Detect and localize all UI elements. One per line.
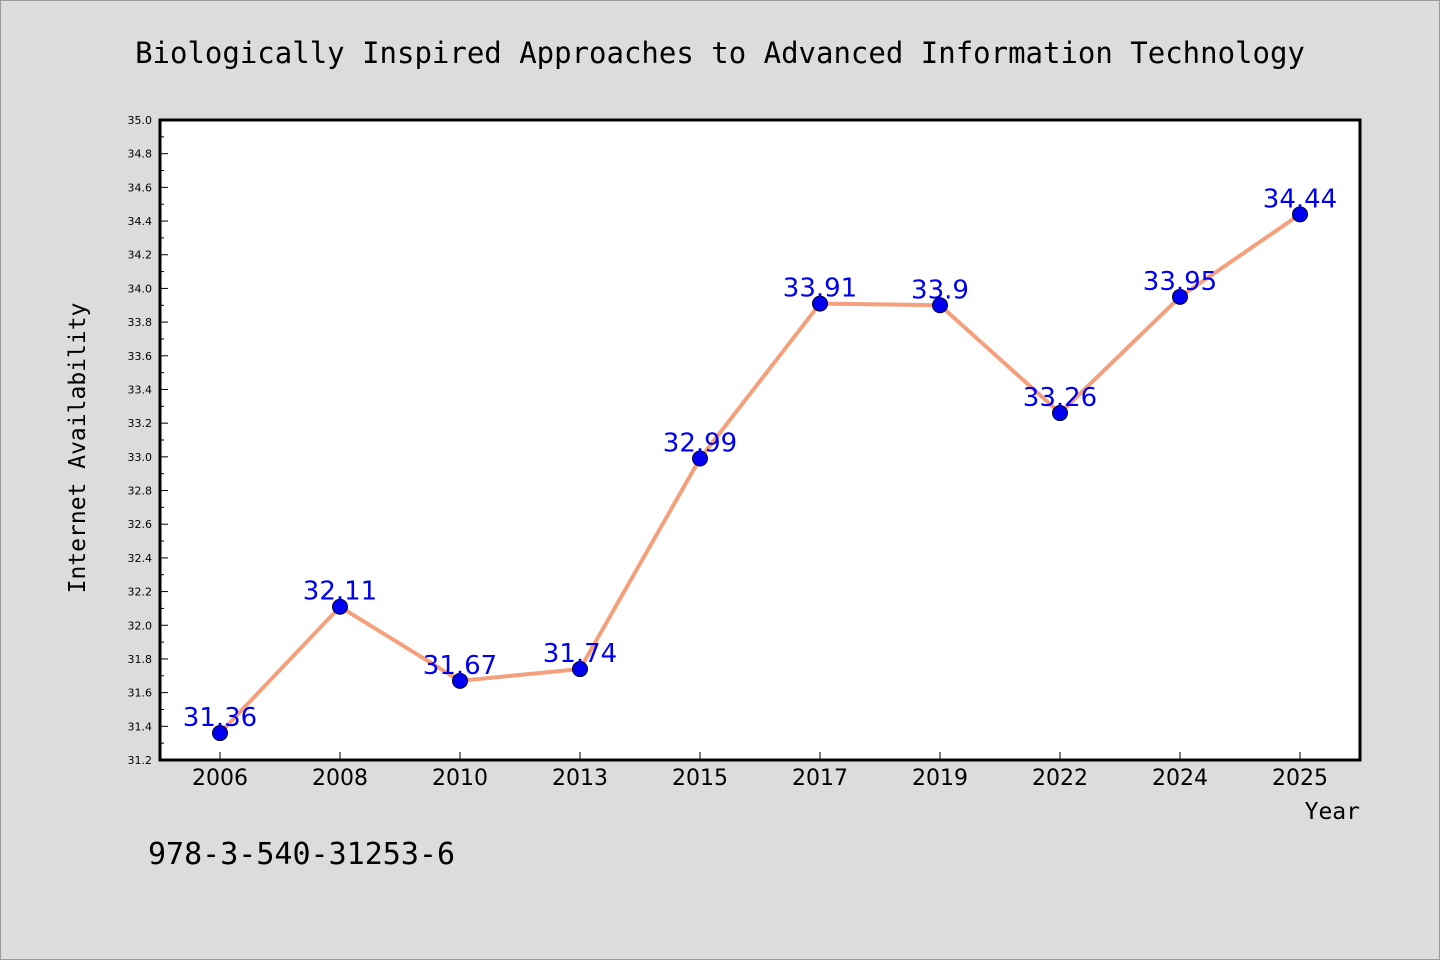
y-tick-label: 32.8	[128, 485, 153, 498]
data-label: 31.74	[543, 639, 617, 669]
y-tick-label: 33.2	[128, 417, 153, 430]
series-line	[218, 212, 1302, 735]
isbn-text: 978-3-540-31253-6	[148, 837, 455, 872]
data-point	[1052, 405, 1068, 422]
data-label: 32.99	[663, 429, 737, 459]
y-axis: 31.2 31.4 31.6 31.8 32.0 32.2 32.4 32.6 32.8 33.0…	[128, 114, 168, 767]
x-axis: 2006 2008 2010 2013 2015 2017 2019 2022 2024 2025	[192, 752, 1328, 791]
data-point	[812, 295, 828, 312]
data-point	[212, 725, 228, 742]
y-tick-label: 34.0	[128, 282, 153, 295]
plot-area	[158, 118, 1362, 762]
x-tick-label: 2015	[672, 766, 728, 791]
y-tick-label: 31.6	[128, 687, 153, 700]
x-tick-label: 2017	[792, 766, 848, 791]
data-label-layer: 31.36 32.11 31.67 31.74 32.99 33.91 33.9 33.26 3…	[183, 184, 1337, 733]
data-point	[692, 450, 708, 467]
data-label: 33.91	[783, 274, 857, 304]
y-tick-label: 34.6	[128, 181, 153, 194]
y-tick-label: 35.0	[128, 114, 153, 127]
data-label: 31.36	[183, 703, 257, 733]
data-point	[932, 297, 948, 314]
y-tick-label: 32.6	[128, 518, 153, 531]
y-tick-label: 33.0	[128, 451, 153, 464]
data-point	[332, 598, 348, 615]
x-tick-label: 2024	[1152, 766, 1208, 791]
x-tick-label: 2013	[552, 766, 608, 791]
data-label: 31.67	[423, 651, 497, 681]
x-axis-title: Year	[1305, 799, 1360, 825]
data-label: 34.44	[1263, 184, 1337, 214]
x-tick-label: 2006	[192, 766, 248, 791]
x-tick-label: 2025	[1272, 766, 1328, 791]
data-label: 33.26	[1023, 383, 1097, 413]
y-tick-label: 33.4	[128, 383, 153, 396]
x-tick-label: 2022	[1032, 766, 1088, 791]
y-tick-label: 32.2	[128, 586, 153, 599]
x-tick-label: 2019	[912, 766, 968, 791]
data-point	[452, 672, 468, 689]
y-tick-label: 33.6	[128, 350, 153, 363]
y-tick-label: 33.8	[128, 316, 153, 329]
y-tick-label: 32.0	[128, 619, 153, 632]
y-tick-label: 31.2	[128, 754, 153, 767]
x-tick-label: 2010	[432, 766, 488, 791]
y-tick-label: 31.8	[128, 653, 153, 666]
y-axis-title: Internet Availability	[65, 303, 91, 594]
data-label: 32.11	[303, 577, 377, 607]
data-label: 33.95	[1143, 267, 1217, 297]
y-tick-label: 34.2	[128, 249, 153, 262]
data-point	[572, 661, 588, 678]
y-tick-label: 32.4	[128, 552, 153, 565]
series-layer	[212, 206, 1308, 742]
y-tick-label: 31.4	[128, 720, 153, 733]
y-tick-label: 34.8	[128, 148, 153, 161]
data-point	[1292, 206, 1308, 223]
x-tick-label: 2008	[312, 766, 368, 791]
data-label: 33.9	[911, 275, 969, 305]
y-tick-label: 34.4	[128, 215, 153, 228]
data-point	[1172, 288, 1188, 305]
chart-title: Biologically Inspired Approaches to Adva…	[135, 36, 1305, 70]
